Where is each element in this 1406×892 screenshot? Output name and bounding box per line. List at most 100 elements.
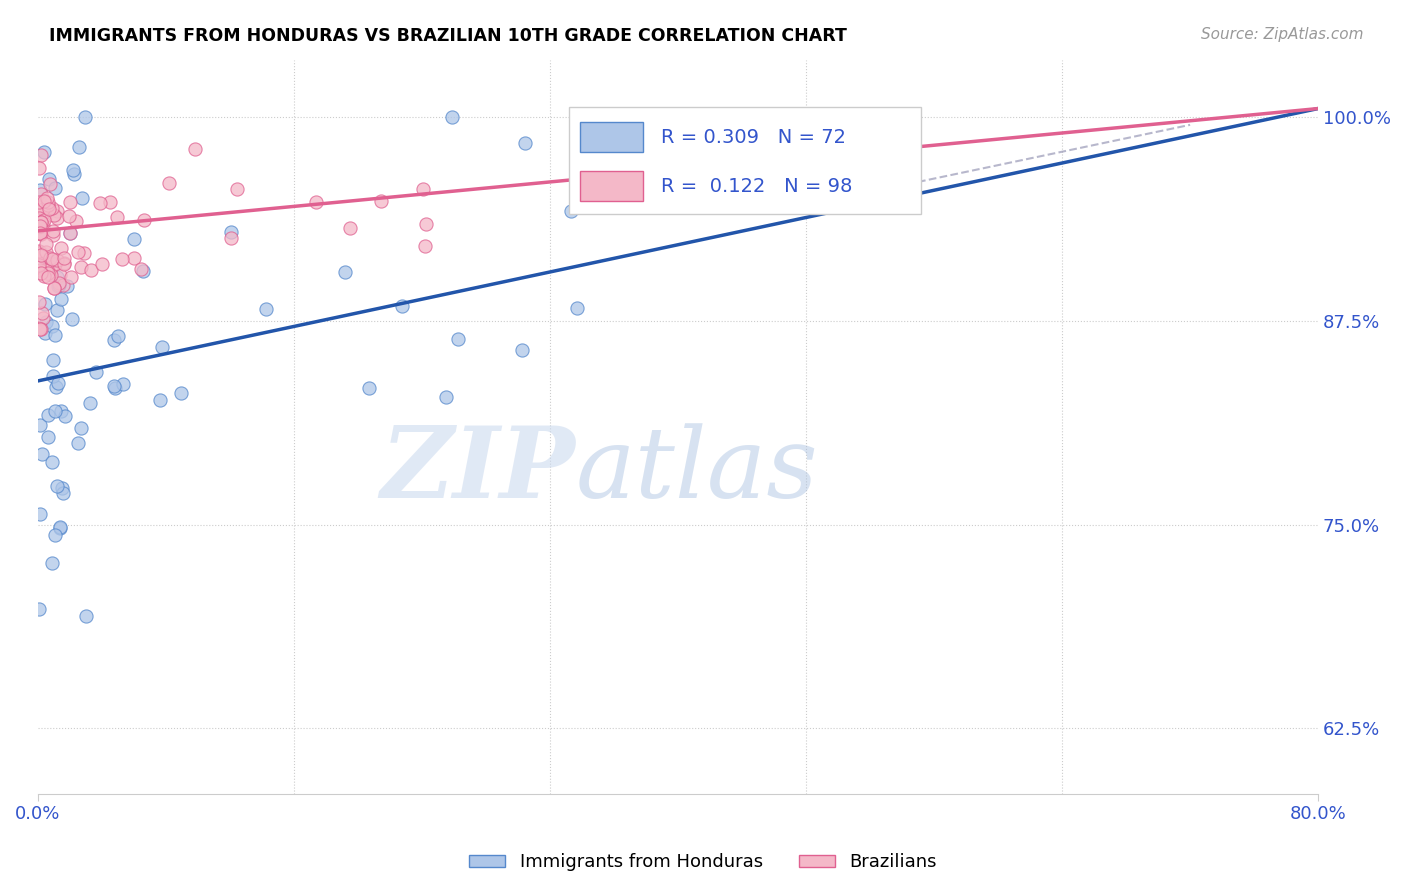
Point: [91, 257, 114, 271]
Point: [30, 507, 52, 521]
Point: [75, 608, 97, 623]
Point: [42, 228, 65, 243]
Point: [79, 396, 101, 410]
Point: [45, 211, 67, 226]
Point: [28, 194, 51, 209]
Point: [333, 265, 356, 279]
Point: [60, 312, 83, 326]
Point: [73, 245, 96, 260]
Point: [31, 201, 53, 215]
Point: [48, 376, 70, 390]
Point: [37, 430, 59, 444]
Point: [132, 213, 155, 227]
Text: Source: ZipAtlas.com: Source: ZipAtlas.com: [1201, 27, 1364, 42]
Point: [412, 182, 434, 196]
Point: [44, 327, 66, 342]
Point: [62, 163, 84, 178]
Point: [184, 142, 207, 156]
Point: [42, 353, 65, 368]
Point: [28, 219, 51, 233]
Point: [42, 281, 65, 295]
Point: [34, 209, 56, 223]
Point: [56, 278, 79, 293]
Point: [46, 479, 69, 493]
Point: [35, 191, 58, 205]
Point: [129, 262, 152, 277]
Point: [89, 195, 111, 210]
Point: [28, 322, 51, 336]
Point: [28, 244, 51, 258]
Point: [370, 194, 392, 209]
Point: [150, 340, 173, 354]
Point: [103, 333, 125, 347]
Point: [28, 602, 51, 616]
Point: [39, 177, 62, 191]
Point: [104, 381, 127, 395]
Point: [415, 239, 437, 253]
Point: [28, 258, 51, 272]
Point: [46, 302, 69, 317]
Point: [41, 201, 63, 215]
Point: [28, 244, 51, 259]
Point: [49, 519, 72, 533]
Point: [38, 202, 60, 216]
Point: [53, 251, 76, 265]
Point: [44, 180, 66, 194]
Point: [45, 252, 67, 267]
Point: [30, 418, 52, 433]
Point: [30, 248, 52, 262]
Point: [73, 110, 96, 124]
Point: [35, 237, 58, 252]
Point: [105, 210, 128, 224]
Point: [560, 203, 582, 218]
Point: [34, 269, 56, 284]
Point: [42, 208, 65, 222]
Point: [41, 368, 63, 383]
Point: [48, 277, 70, 292]
Point: [28, 226, 51, 240]
Point: [447, 332, 470, 346]
Point: [31, 219, 53, 233]
Point: [46, 270, 69, 285]
Point: [70, 260, 93, 274]
Point: [32, 223, 55, 237]
Point: [37, 267, 59, 281]
Point: [28, 263, 51, 277]
Point: [32, 202, 55, 216]
Point: [49, 521, 72, 535]
Point: [65, 214, 87, 228]
Point: [53, 409, 76, 424]
Point: [66, 245, 89, 260]
Point: [30, 215, 52, 229]
Point: [34, 245, 56, 260]
Point: [391, 299, 413, 313]
Point: [122, 232, 145, 246]
Point: [30, 245, 52, 260]
Point: [30, 322, 52, 336]
Point: [31, 310, 53, 325]
Point: [49, 268, 72, 282]
Point: [53, 256, 76, 270]
Point: [44, 257, 66, 271]
Point: [98, 194, 121, 209]
Text: ZIP: ZIP: [381, 423, 575, 519]
Point: [510, 343, 533, 357]
Point: [30, 227, 52, 241]
Point: [34, 297, 56, 311]
Point: [225, 181, 247, 195]
Point: [37, 269, 59, 284]
Point: [52, 278, 75, 293]
Point: [28, 199, 51, 213]
Point: [44, 404, 66, 418]
Point: [67, 139, 90, 153]
Text: atlas: atlas: [575, 423, 818, 518]
Point: [80, 263, 103, 277]
Point: [103, 379, 125, 393]
Point: [53, 256, 76, 270]
Point: [434, 390, 457, 404]
Point: [42, 281, 65, 295]
Point: [132, 264, 155, 278]
Point: [41, 252, 63, 267]
Point: [70, 192, 93, 206]
Point: [48, 276, 70, 290]
